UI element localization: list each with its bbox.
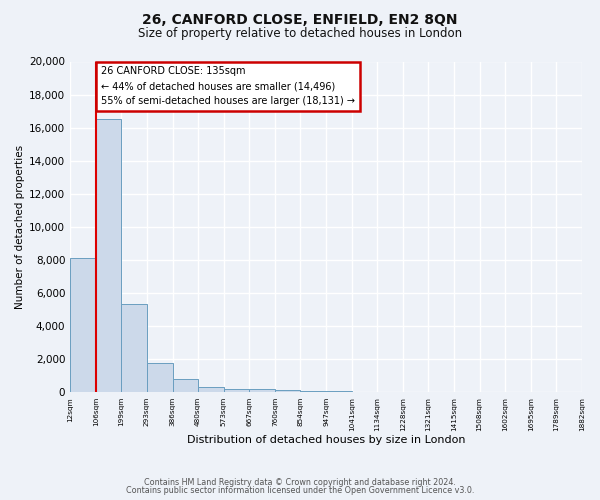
Bar [249, 389, 275, 392]
Bar [275, 390, 301, 392]
Bar [121, 304, 147, 392]
X-axis label: Distribution of detached houses by size in London: Distribution of detached houses by size … [187, 435, 466, 445]
Bar [96, 120, 121, 392]
Bar [301, 391, 326, 392]
Text: 26 CANFORD CLOSE: 135sqm
← 44% of detached houses are smaller (14,496)
55% of se: 26 CANFORD CLOSE: 135sqm ← 44% of detach… [101, 66, 355, 106]
Text: Contains public sector information licensed under the Open Government Licence v3: Contains public sector information licen… [126, 486, 474, 495]
Bar [147, 363, 173, 392]
Bar [198, 387, 224, 392]
Text: Contains HM Land Registry data © Crown copyright and database right 2024.: Contains HM Land Registry data © Crown c… [144, 478, 456, 487]
Text: 26, CANFORD CLOSE, ENFIELD, EN2 8QN: 26, CANFORD CLOSE, ENFIELD, EN2 8QN [142, 12, 458, 26]
Bar [224, 389, 249, 392]
Bar [70, 258, 96, 392]
Y-axis label: Number of detached properties: Number of detached properties [15, 144, 25, 309]
Text: Size of property relative to detached houses in London: Size of property relative to detached ho… [138, 28, 462, 40]
Bar [173, 379, 198, 392]
